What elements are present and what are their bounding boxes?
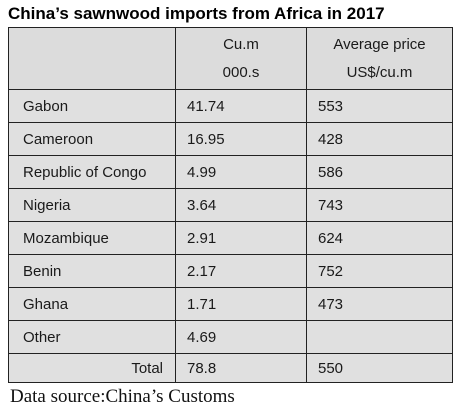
table-header-row: Cu.m 000.s Average price US$/cu.m xyxy=(8,27,453,90)
table-body: Gabon 41.74 553 Cameroon 16.95 428 Republic of… xyxy=(8,89,453,354)
country-cell: Other xyxy=(8,320,176,354)
volume-cell: 1.71 xyxy=(175,287,307,321)
country-cell: Gabon xyxy=(8,89,176,123)
header-volume-cell: Cu.m 000.s xyxy=(175,27,307,90)
country-cell: Ghana xyxy=(8,287,176,321)
price-cell: 586 xyxy=(306,155,453,189)
table-row: Cameroon 16.95 428 xyxy=(8,122,453,156)
header-volume-scale: 000.s xyxy=(222,63,260,81)
header-price-label: Average price xyxy=(333,35,426,53)
volume-cell: 4.99 xyxy=(175,155,307,189)
header-volume-unit: Cu.m xyxy=(223,35,259,53)
country-cell: Benin xyxy=(8,254,176,288)
total-price-cell: 550 xyxy=(306,353,453,383)
header-country-cell xyxy=(8,27,176,90)
volume-cell: 2.91 xyxy=(175,221,307,255)
price-cell: 473 xyxy=(306,287,453,321)
country-cell: Cameroon xyxy=(8,122,176,156)
header-price-stack: Average price US$/cu.m xyxy=(307,31,452,87)
total-label-cell: Total xyxy=(8,353,176,383)
country-cell: Republic of Congo xyxy=(8,155,176,189)
table-row: Gabon 41.74 553 xyxy=(8,89,453,123)
table-row: Mozambique 2.91 624 xyxy=(8,221,453,255)
table-total-row: Total 78.8 550 xyxy=(8,353,453,383)
price-cell: 624 xyxy=(306,221,453,255)
sawnwood-imports-table: Cu.m 000.s Average price US$/cu.m Gabon 4… xyxy=(8,27,453,383)
price-cell xyxy=(306,320,453,354)
header-volume-stack: Cu.m 000.s xyxy=(176,31,306,87)
country-cell: Mozambique xyxy=(8,221,176,255)
volume-cell: 41.74 xyxy=(175,89,307,123)
table-row: Other 4.69 xyxy=(8,320,453,354)
price-cell: 428 xyxy=(306,122,453,156)
header-price-unit: US$/cu.m xyxy=(346,63,413,81)
table-row: Republic of Congo 4.99 586 xyxy=(8,155,453,189)
country-cell: Nigeria xyxy=(8,188,176,222)
price-cell: 752 xyxy=(306,254,453,288)
volume-cell: 2.17 xyxy=(175,254,307,288)
table-row: Nigeria 3.64 743 xyxy=(8,188,453,222)
table-row: Benin 2.17 752 xyxy=(8,254,453,288)
total-volume-cell: 78.8 xyxy=(175,353,307,383)
table-title: China’s sawnwood imports from Africa in … xyxy=(8,4,385,23)
data-source-note: Data source:China’s Customs xyxy=(10,386,235,407)
volume-cell: 4.69 xyxy=(175,320,307,354)
price-cell: 743 xyxy=(306,188,453,222)
price-cell: 553 xyxy=(306,89,453,123)
volume-cell: 16.95 xyxy=(175,122,307,156)
table-row: Ghana 1.71 473 xyxy=(8,287,453,321)
volume-cell: 3.64 xyxy=(175,188,307,222)
header-price-cell: Average price US$/cu.m xyxy=(306,27,453,90)
